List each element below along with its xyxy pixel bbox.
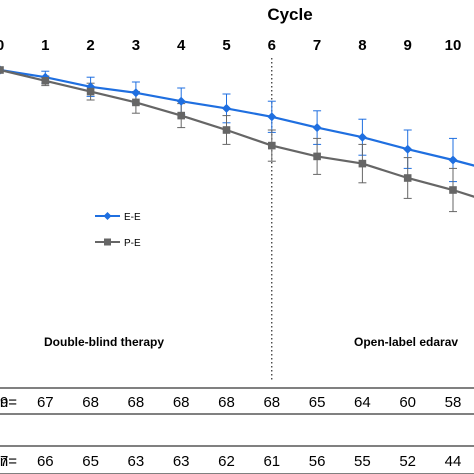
point-p-e [222,126,231,134]
x-tick-label: 5 [222,37,230,54]
n-cell: 58 [445,394,462,411]
point-p-e [358,159,367,168]
n-cell: 61 [263,453,280,470]
point-e-e [131,88,141,98]
point-p-e [41,77,50,85]
n-cell: 44 [445,453,462,470]
n-cell: 65 [82,453,99,470]
chart-title: Cycle [267,5,312,24]
n-cell: 55 [354,453,371,470]
point-p-e [449,186,457,194]
n-cell: 67 [37,394,54,411]
x-tick-label: 3 [132,37,140,54]
point-e-e [448,155,458,165]
x-tick-label: 10 [445,37,462,54]
n-row-label: n= [0,394,17,411]
point-p-e [268,141,276,150]
point-p-e [132,98,140,107]
series-line-p-e [0,68,474,198]
x-tick-label: 9 [404,37,412,54]
n-cell: 69 [0,394,8,411]
n-cell: 65 [309,394,326,411]
n-cell: 67 [0,453,8,470]
point-e-e [176,96,186,106]
x-tick-label: 1 [41,37,49,54]
point-e-e [222,103,231,113]
n-row-label: n= [0,453,17,470]
annotation-open-label: Open-label edarav [354,335,458,349]
x-tick-label: 2 [86,37,94,54]
legend: E-E P-E [95,212,141,249]
point-e-e [403,144,413,154]
series-lines [0,68,474,198]
n-cell: 62 [218,453,235,470]
n-cell: 56 [309,453,326,470]
point-p-e [177,111,185,120]
x-tick-label: 7 [313,37,321,54]
n-table: n= n= 69 67 68 68 68 68 68 65 64 60 58 67 66 65 63 63 62… [0,387,474,474]
series-markers [0,65,458,194]
n-cell: 63 [173,453,190,470]
n-cell: 52 [399,453,416,470]
legend-marker-p-e [104,238,111,246]
n-cell: 66 [37,453,54,470]
point-e-e [267,112,277,122]
n-cells: 69 67 68 68 68 68 68 65 64 60 58 67 66 65 63 63 62 61 56 55… [0,394,461,470]
point-p-e [86,87,95,96]
point-e-e [312,123,322,133]
n-cell: 63 [128,453,145,470]
n-cell: 68 [173,394,190,411]
n-cell: 60 [399,394,416,411]
n-cell: 68 [128,394,145,411]
legend-marker-e-e [103,212,112,220]
point-p-e [0,66,4,74]
annotation-double-blind: Double-blind therapy [44,335,164,349]
n-cell: 68 [82,394,99,411]
point-p-e [313,152,321,161]
legend-label-e-e: E-E [124,212,141,223]
x-tick-label: 0 [0,37,4,54]
x-tick-label: 4 [177,37,186,54]
point-p-e [403,174,412,182]
x-tick-label: 6 [268,37,276,54]
legend-label-p-e: P-E [124,238,141,249]
x-tick-label: 8 [358,37,366,54]
point-e-e [357,132,367,142]
series-line-e-e [0,68,474,167]
n-cell: 68 [263,394,280,411]
n-cell: 68 [218,394,235,411]
n-cell: 64 [354,394,371,411]
x-axis-ticks: 0 1 2 3 4 5 6 7 8 9 10 [0,37,461,54]
